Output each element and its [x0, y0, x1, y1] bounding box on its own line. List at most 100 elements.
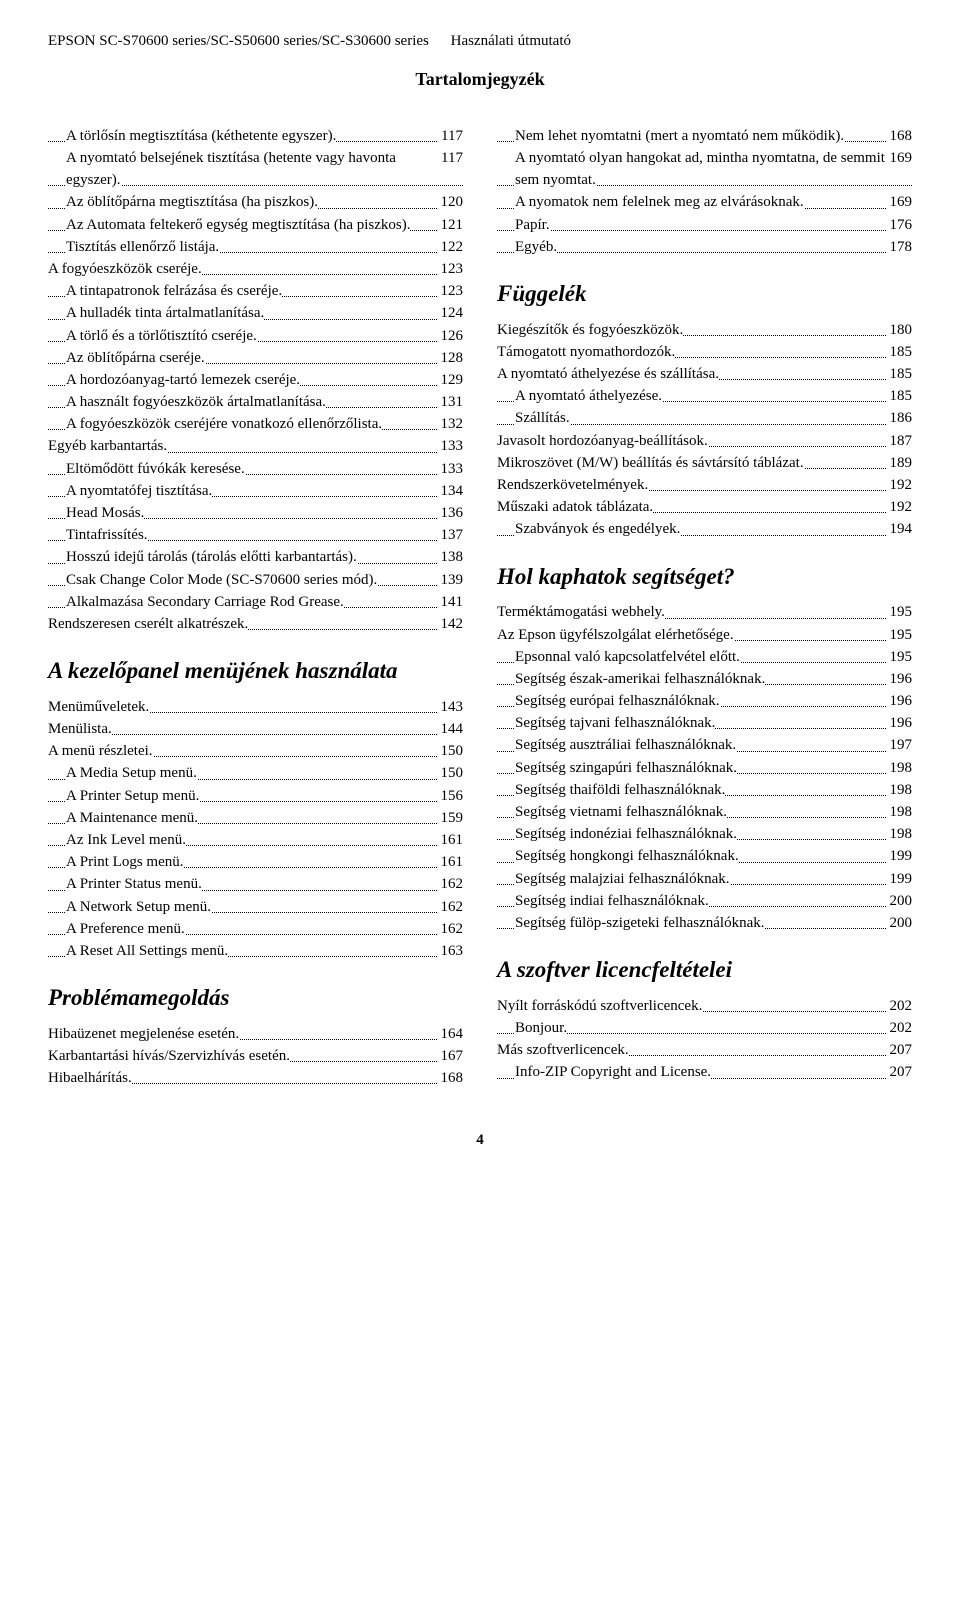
toc-page: 192: [886, 496, 913, 518]
toc-entry: 163 A Reset All Settings menü.: [48, 940, 463, 962]
toc-page: 195: [886, 646, 913, 668]
toc-label: Mikroszövet (M/W) beállítás és sávtársít…: [497, 455, 804, 471]
toc-entry: 142Rendszeresen cserélt alkatrészek.: [48, 613, 463, 635]
toc-entry: 168Hibaelhárítás.: [48, 1067, 463, 1089]
toc-label: Eltömődött fúvókák keresése.: [66, 461, 245, 477]
toc-label: Bonjour.: [515, 1020, 567, 1036]
document-type: Használati útmutató: [451, 33, 571, 49]
toc-entry: 169 A nyomatok nem felelnek meg az elvárá…: [497, 191, 912, 213]
toc-page: 141: [437, 591, 464, 613]
toc-page: 178: [886, 236, 913, 258]
toc-page: 117: [437, 125, 463, 147]
toc-label: Hosszú idejű tárolás (tárolás előtti kar…: [66, 549, 357, 565]
toc-entry: 200Segítség fülöp-szigeteki felhasználók…: [497, 912, 912, 934]
toc-label: Kiegészítők és fogyóeszközök.: [497, 322, 683, 338]
toc-entry: 185 Támogatott nyomathordozók.: [497, 341, 912, 363]
toc-entry: 156A Printer Setup menü.: [48, 785, 463, 807]
toc-label: A nyomatok nem felelnek meg az elvárások…: [515, 194, 804, 210]
toc-page: 126: [437, 325, 464, 347]
toc-label: Az Epson ügyfélszolgálat elérhetősége.: [497, 627, 734, 643]
toc-entry: 200Segítség indiai felhasználóknak.: [497, 890, 912, 912]
toc-page: 198: [886, 757, 913, 779]
toc-label: A nyomtatófej tisztítása.: [66, 483, 212, 499]
toc-page: 198: [886, 823, 913, 845]
toc-page: 163: [437, 940, 464, 962]
toc-label: Info-ZIP Copyright and License.: [515, 1064, 711, 1080]
toc-label: Segítség európai felhasználóknak.: [515, 693, 720, 709]
toc-label: Nyílt forráskódú szoftverlicencek.: [497, 998, 702, 1014]
toc-label: Segítség hongkongi felhasználóknak.: [515, 848, 739, 864]
toc-page: 207: [886, 1039, 913, 1061]
toc-label: Menülista.: [48, 721, 112, 737]
toc-entry: 198Segítség vietnami felhasználóknak.: [497, 801, 912, 823]
toc-label: Segítség észak-amerikai felhasználóknak.: [515, 671, 765, 687]
toc-page: 196: [886, 712, 913, 734]
toc-page: 200: [886, 890, 913, 912]
toc-label: Alkalmazása Secondary Carriage Rod Greas…: [66, 594, 344, 610]
product-title: EPSON SC-S70600 series/SC-S50600 series/…: [48, 33, 429, 49]
toc-entry: 195Epsonnal való kapcsolatfelvétel előtt…: [497, 646, 912, 668]
toc-label: Más szoftverlicencek.: [497, 1042, 629, 1058]
toc-label: Papír.: [515, 217, 550, 233]
toc-title: Tartalomjegyzék: [48, 66, 912, 93]
page-header: EPSON SC-S70600 series/SC-S50600 series/…: [48, 30, 912, 52]
toc-label: A Maintenance menü.: [66, 810, 198, 826]
toc-entry: 162A Preference menü.: [48, 918, 463, 940]
toc-entry: 189Mikroszövet (M/W) beállítás és sávtár…: [497, 452, 912, 474]
toc-entry: 198Segítség thaiföldi felhasználóknak.: [497, 779, 912, 801]
toc-entry: 207Info-ZIP Copyright and License.: [497, 1061, 912, 1083]
toc-page: 169: [886, 191, 913, 213]
toc-label: Segítség thaiföldi felhasználóknak.: [515, 782, 725, 798]
toc-entry: 196 Segítség észak-amerikai felhasználókn…: [497, 668, 912, 690]
toc-page: 169: [886, 147, 913, 169]
toc-label: Támogatott nyomathordozók.: [497, 344, 675, 360]
toc-section-heading: Hol kaphatok segítséget?: [497, 563, 912, 592]
toc-page: 134: [437, 480, 464, 502]
toc-page: 199: [886, 845, 913, 867]
toc-entry: 187Javasolt hordozóanyag-beállítások.: [497, 430, 912, 452]
toc-page: 136: [437, 502, 464, 524]
toc-page: 162: [437, 896, 464, 918]
toc-page: 180: [886, 319, 913, 341]
toc-entry: 123A fogyóeszközök cseréje.: [48, 258, 463, 280]
toc-entry: 197 Segítség ausztráliai felhasználóknak.: [497, 734, 912, 756]
toc-label: A Media Setup menü.: [66, 765, 197, 781]
toc-entry: 196 Segítség tajvani felhasználóknak.: [497, 712, 912, 734]
toc-section-heading: Problémamegoldás: [48, 984, 463, 1013]
toc-entry: 198Segítség szingapúri felhasználóknak.: [497, 757, 912, 779]
toc-page: 138: [437, 546, 464, 568]
toc-label: A Printer Setup menü.: [66, 788, 199, 804]
toc-label: Segítség ausztráliai felhasználóknak.: [515, 737, 736, 753]
toc-label: A Network Setup menü.: [66, 899, 211, 915]
toc-page: 128: [437, 347, 464, 369]
toc-label: Az öblítőpárna cseréje.: [66, 350, 205, 366]
toc-page: 185: [886, 341, 913, 363]
toc-entry: 162 A Network Setup menü.: [48, 896, 463, 918]
toc-label: Nem lehet nyomtatni (mert a nyomtató nem…: [515, 128, 844, 144]
toc-page: 164: [437, 1023, 464, 1045]
toc-label: A hordozóanyag-tartó lemezek cseréje.: [66, 372, 300, 388]
toc-page: 198: [886, 801, 913, 823]
toc-entry: 167Karbantartási hívás/Szervizhívás eset…: [48, 1045, 463, 1067]
toc-label: A menü részletei.: [48, 743, 153, 759]
toc-entry: 207 Más szoftverlicencek.: [497, 1039, 912, 1061]
toc-label: A nyomtató áthelyezése és szállítása.: [497, 366, 719, 382]
toc-page: 121: [437, 214, 464, 236]
toc-page: 192: [886, 474, 913, 496]
toc-label: A nyomtató olyan hangokat ad, mintha nyo…: [515, 150, 885, 188]
toc-entry: 159A Maintenance menü.: [48, 807, 463, 829]
toc-page: 162: [437, 918, 464, 940]
toc-page: 197: [886, 734, 913, 756]
toc-label: Segítség tajvani felhasználóknak.: [515, 715, 715, 731]
toc-label: A Reset All Settings menü.: [66, 943, 228, 959]
toc-label: Karbantartási hívás/Szervizhívás esetén.: [48, 1048, 290, 1064]
toc-entry: 195Az Epson ügyfélszolgálat elérhetősége…: [497, 624, 912, 646]
toc-entry: 164Hibaüzenet megjelenése esetén.: [48, 1023, 463, 1045]
toc-label: Segítség indonéziai felhasználóknak.: [515, 826, 737, 842]
toc-label: Műszaki adatok táblázata.: [497, 499, 653, 515]
toc-page: 196: [886, 668, 913, 690]
toc-entry: 161A Print Logs menü.: [48, 851, 463, 873]
toc-page: 129: [437, 369, 464, 391]
toc-page: 202: [886, 995, 913, 1017]
toc-entry: 196Segítség európai felhasználóknak.: [497, 690, 912, 712]
